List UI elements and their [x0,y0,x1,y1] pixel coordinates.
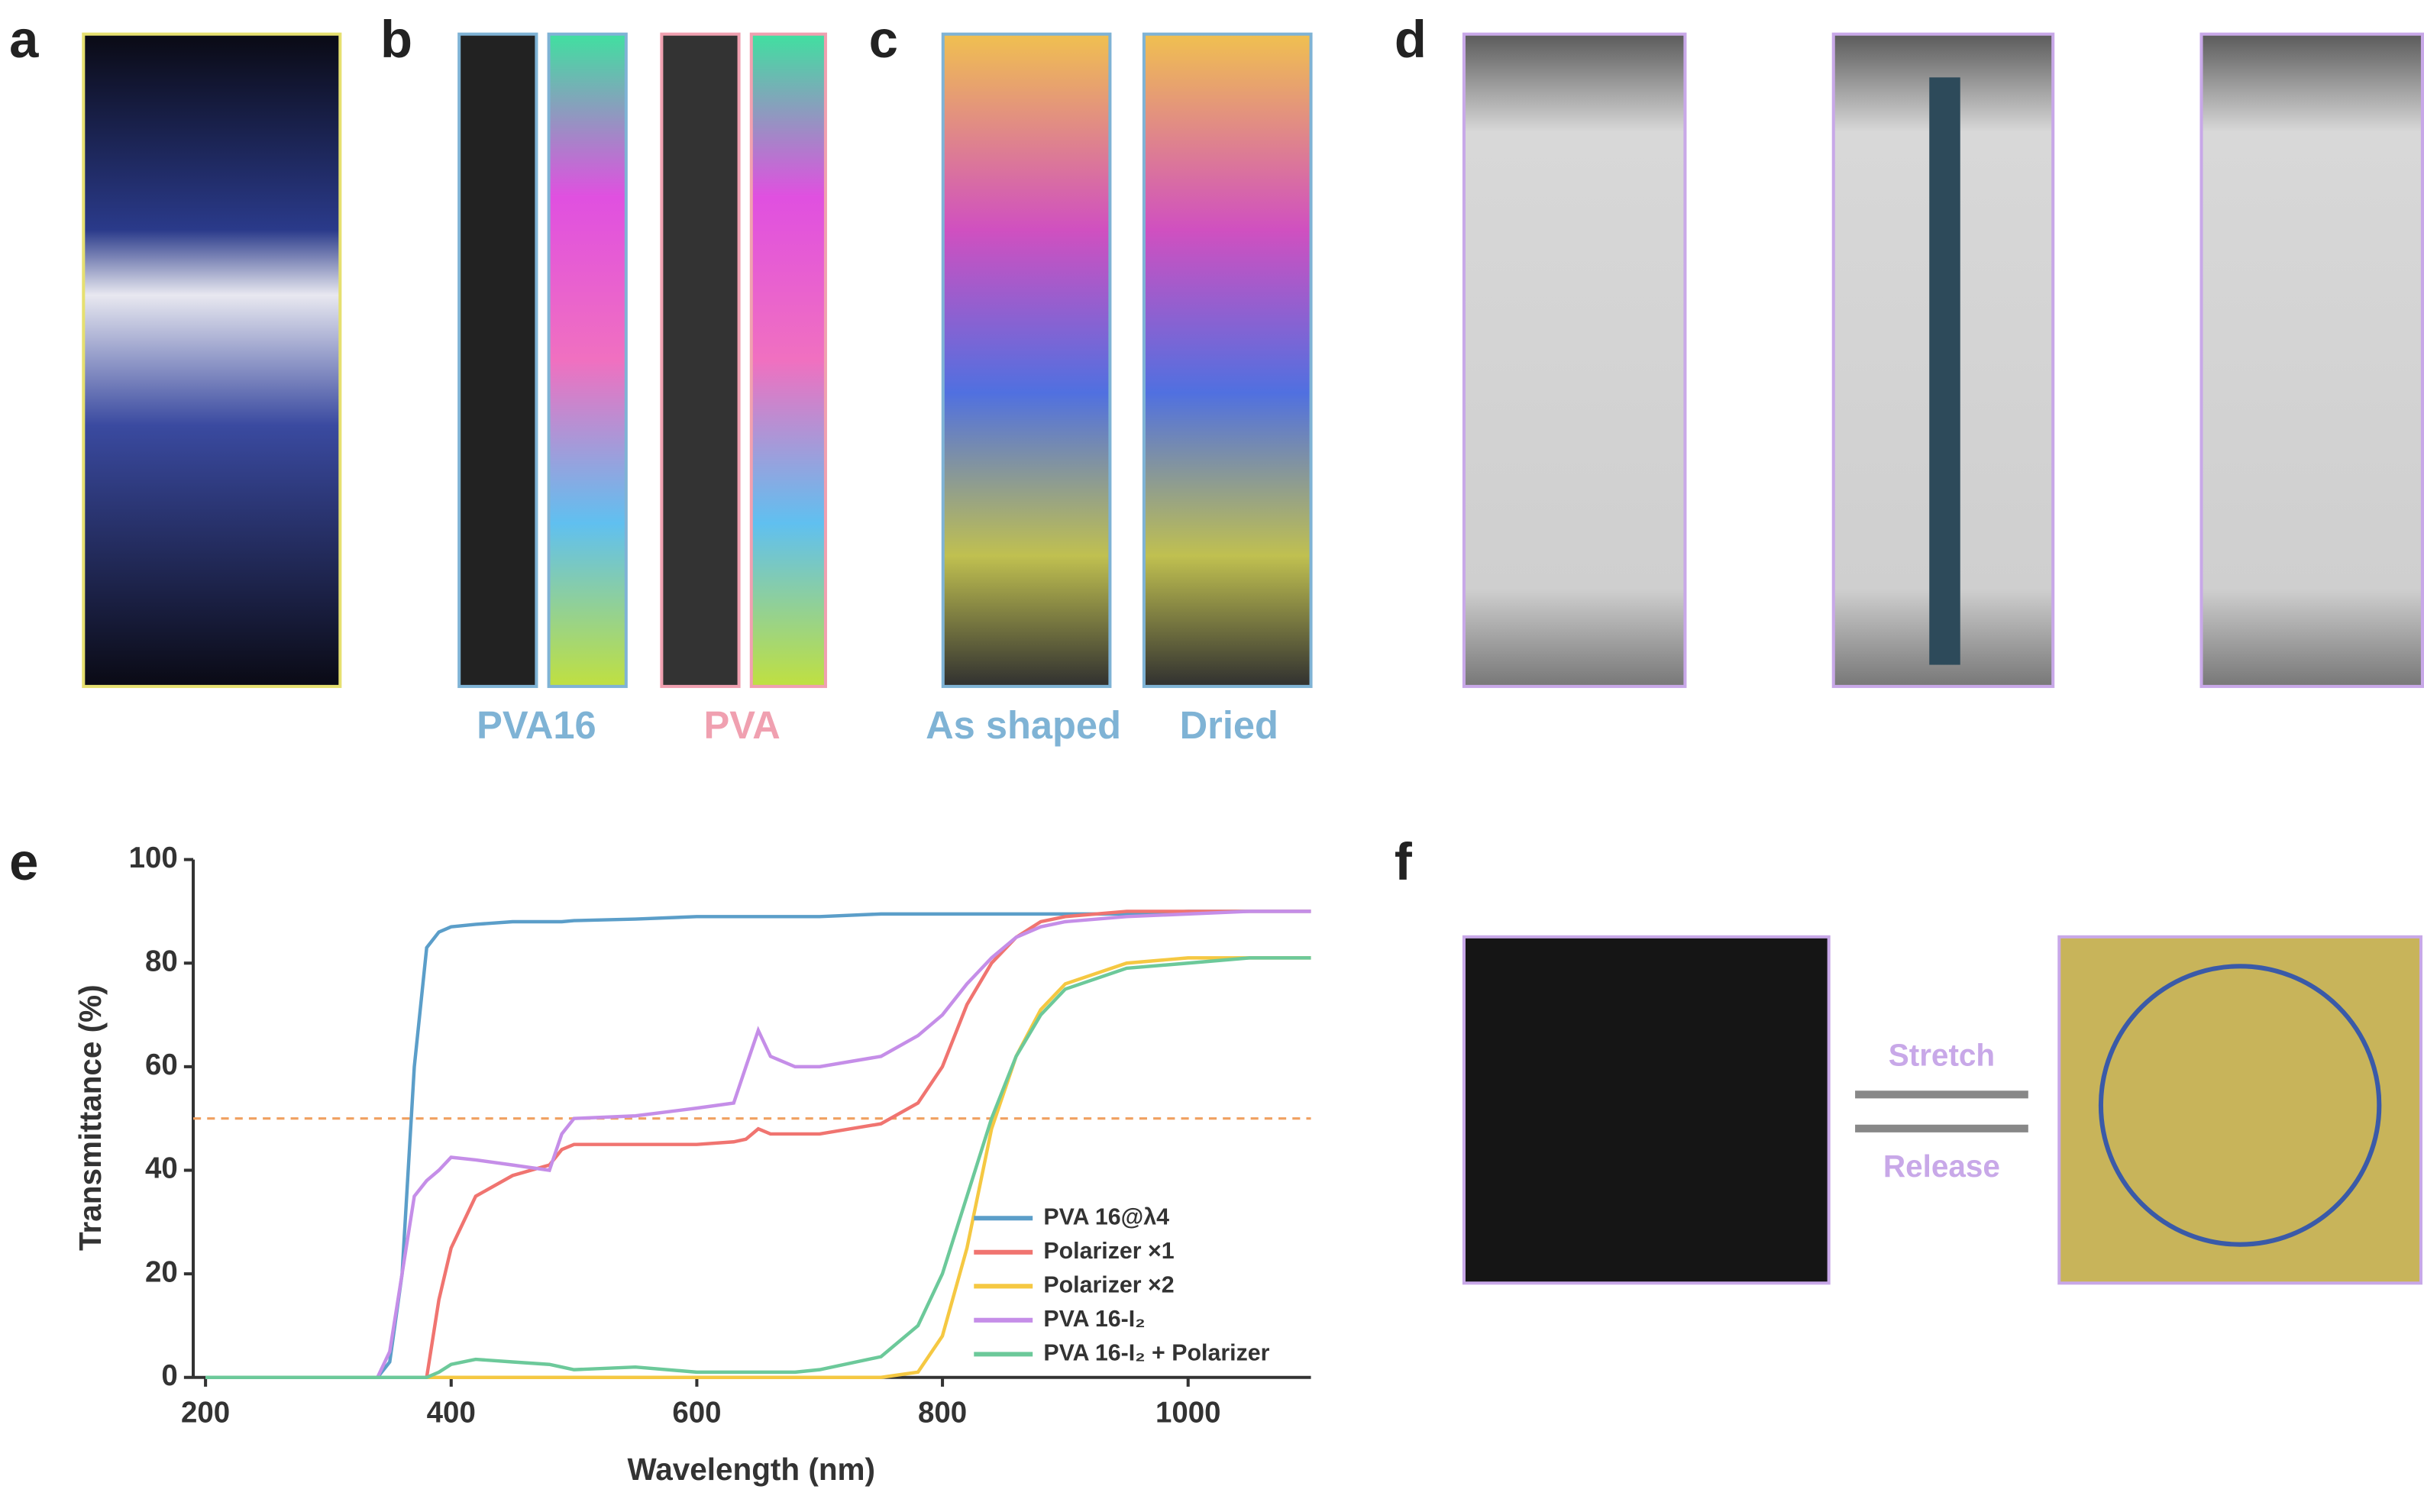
x-tick-label: 800 [918,1396,967,1429]
series-line [205,956,1311,1379]
caption: Release [1883,1149,2000,1184]
photo [1462,32,1687,688]
panel-labels: a b c d e f PVA16 PVA As shaped Dried St… [9,10,2000,1184]
legend-label: PVA 16@λ4 [1043,1204,1169,1229]
panel-label: d [1395,10,1427,69]
panel-label: a [9,10,39,69]
photo [660,32,741,688]
panel-label: f [1395,832,1413,891]
panel-label: e [9,832,38,891]
x-tick-label: 400 [427,1396,476,1429]
series-line [205,909,1311,1379]
photo [1462,935,1831,1285]
caption: PVA16 [477,703,596,747]
x-tick-label: 200 [181,1396,230,1429]
logo [2098,964,2382,1247]
legend-label: Polarizer ×2 [1043,1272,1174,1297]
arrows [1855,1090,2028,1132]
panel-label: b [380,10,412,69]
caption: Dried [1180,703,1278,747]
photo-detail [1929,77,1960,665]
y-axis-label: Transmittance (%) [73,984,108,1251]
series-line [205,909,1311,1379]
legend-label: PVA 16-I₂ + Polarizer [1043,1340,1269,1365]
photo [547,32,628,688]
photo [941,32,1112,688]
caption: PVA [703,703,780,747]
y-tick-label: 100 [129,842,178,874]
y-tick-label: 40 [145,1152,178,1185]
y-tick-label: 20 [145,1255,178,1288]
photo [1142,32,1313,688]
x-axis-label: Wavelength (nm) [628,1452,876,1487]
photo [749,32,827,688]
y-tick-label: 60 [145,1048,178,1081]
panel-label: c [869,10,898,69]
x-tick-label: 1000 [1155,1396,1221,1429]
y-tick-label: 80 [145,945,178,977]
caption: As shaped [926,703,1121,747]
caption: Stretch [1889,1037,1995,1072]
y-tick-label: 0 [161,1359,177,1392]
x-tick-label: 600 [672,1396,721,1429]
photo [82,32,342,688]
photo [2057,935,2422,1285]
legend-label: PVA 16-I₂ [1043,1307,1145,1332]
photo [2199,32,2424,688]
legend-label: Polarizer ×1 [1043,1239,1174,1264]
chart: Wavelength (nm) Transmittance (%) 0 20 40 6… [73,842,1311,1487]
photo [457,32,538,688]
photos [82,32,2424,1285]
